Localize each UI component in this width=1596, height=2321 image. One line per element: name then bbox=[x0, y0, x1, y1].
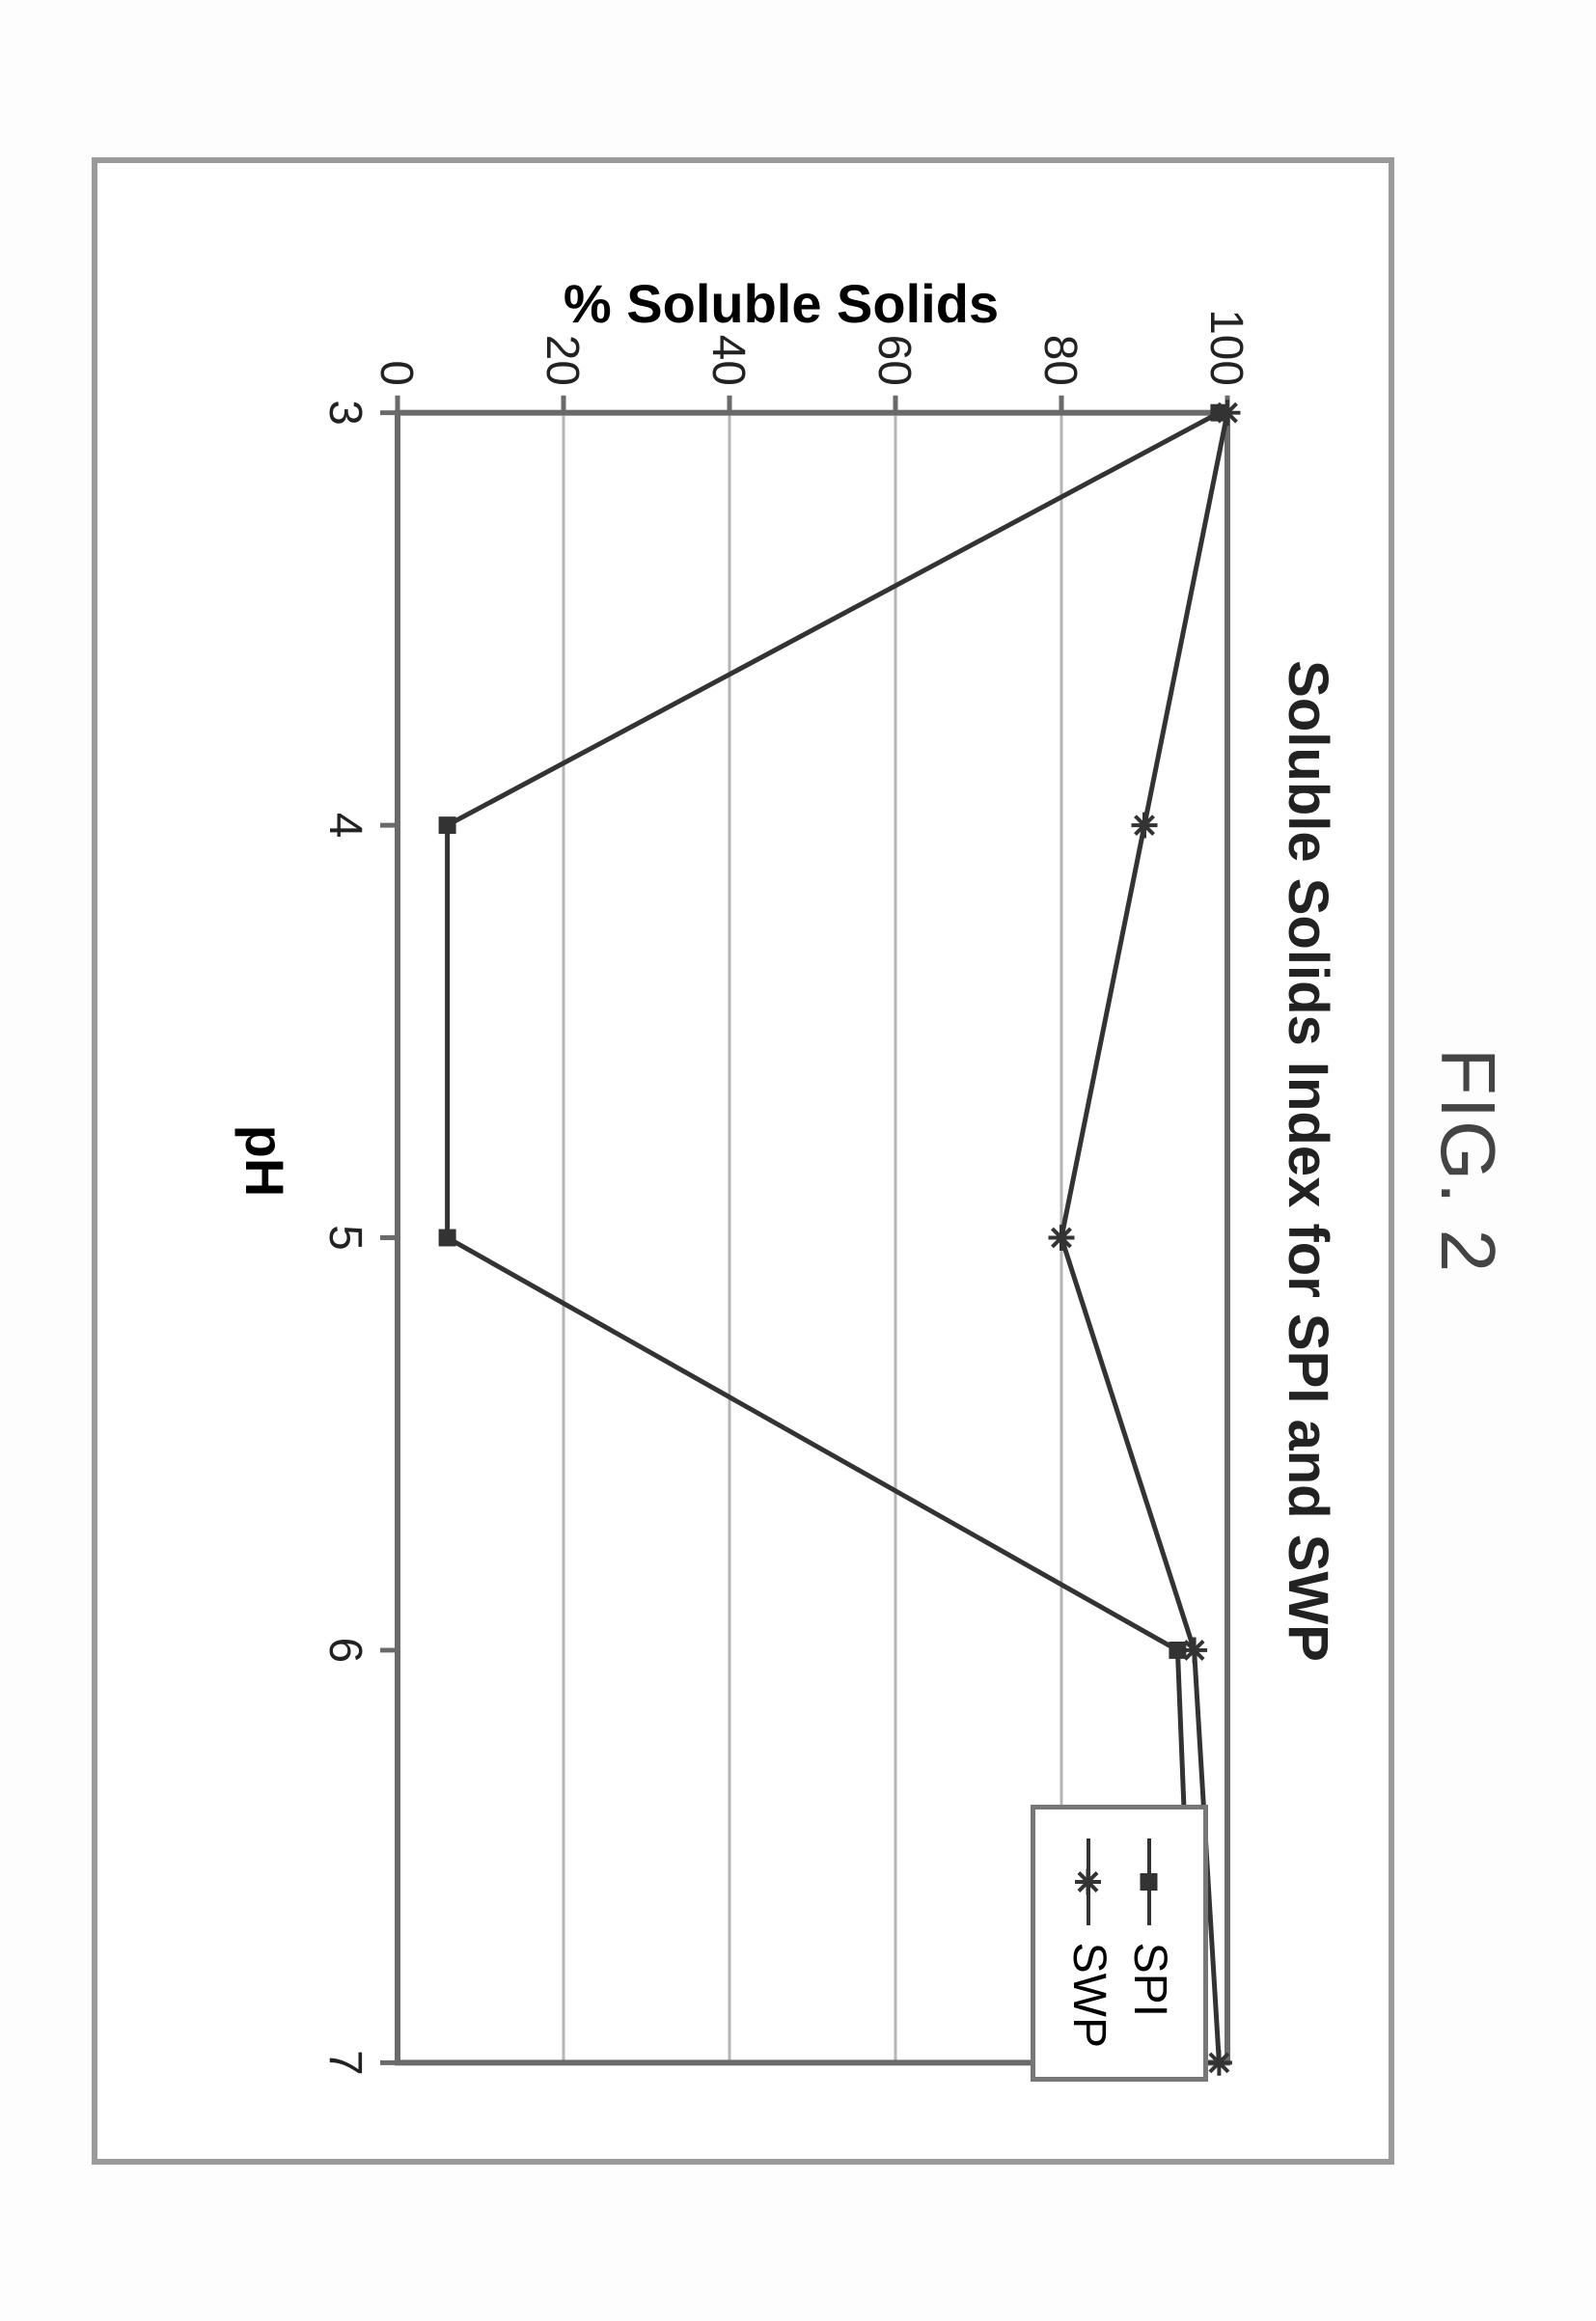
svg-text:100: 100 bbox=[1200, 309, 1247, 386]
svg-text:40: 40 bbox=[702, 334, 754, 385]
svg-text:4: 4 bbox=[319, 812, 371, 838]
chart-panel: Soluble Solids Index for SPI and SWP 3 4 5… bbox=[92, 157, 1394, 2165]
legend-item: SWP bbox=[1062, 1837, 1115, 2047]
rotated-content: FIG. 2 Soluble Solids Index for SPI and … bbox=[74, 99, 1522, 2223]
y-axis-label: % Soluble Solids bbox=[564, 272, 999, 335]
page: FIG. 2 Soluble Solids Index for SPI and … bbox=[0, 0, 1596, 2321]
legend-swatch bbox=[1148, 1837, 1152, 1924]
legend-label: SPI bbox=[1123, 1942, 1176, 2016]
figure-label: FIG. 2 bbox=[1423, 99, 1512, 2223]
svg-text:20: 20 bbox=[537, 334, 588, 385]
chart-title: Soluble Solids Index for SPI and SWP bbox=[1276, 202, 1340, 2120]
svg-text:3: 3 bbox=[319, 400, 371, 426]
legend-label: SWP bbox=[1062, 1942, 1115, 2047]
svg-text:5: 5 bbox=[319, 1225, 371, 1251]
legend-swatch bbox=[1087, 1837, 1091, 1924]
svg-text:80: 80 bbox=[1034, 334, 1086, 385]
legend: SPISWP bbox=[1031, 1804, 1208, 2081]
svg-text:6: 6 bbox=[319, 1637, 371, 1663]
svg-text:60: 60 bbox=[868, 334, 920, 385]
chart-area: 3 4 5 6 7 0 20 40 60 80 100 SPISWP pH % Soluble So… bbox=[234, 202, 1247, 2120]
svg-text:0: 0 bbox=[371, 360, 422, 386]
x-axis-label: pH bbox=[234, 202, 296, 2120]
svg-text:7: 7 bbox=[319, 2050, 371, 2076]
legend-item: SPI bbox=[1123, 1837, 1176, 2047]
